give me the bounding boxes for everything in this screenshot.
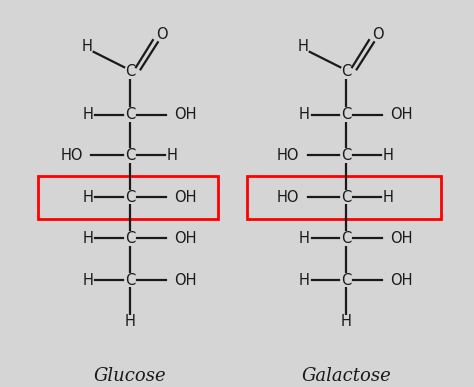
Text: H: H: [83, 107, 94, 122]
Text: C: C: [341, 148, 351, 163]
Text: HO: HO: [277, 148, 299, 163]
Text: H: H: [299, 107, 310, 122]
Text: O: O: [156, 27, 168, 42]
Text: Galactose: Galactose: [301, 367, 391, 385]
Text: H: H: [166, 148, 177, 163]
Text: H: H: [83, 190, 94, 205]
Bar: [247, 176, 441, 219]
Text: C: C: [341, 107, 351, 122]
Text: H: H: [83, 272, 94, 288]
Text: C: C: [125, 148, 135, 163]
Text: C: C: [341, 272, 351, 288]
Text: C: C: [125, 190, 135, 205]
Text: C: C: [125, 231, 135, 246]
Text: H: H: [383, 148, 393, 163]
Text: C: C: [341, 231, 351, 246]
Text: C: C: [341, 64, 351, 79]
Text: HO: HO: [277, 190, 299, 205]
Text: O: O: [373, 27, 384, 42]
Text: H: H: [82, 39, 92, 54]
Text: OH: OH: [174, 231, 197, 246]
Text: OH: OH: [391, 231, 413, 246]
Text: Glucose: Glucose: [94, 367, 166, 385]
Bar: [38, 176, 218, 219]
Text: C: C: [125, 272, 135, 288]
Text: C: C: [125, 107, 135, 122]
Text: H: H: [298, 39, 309, 54]
Text: H: H: [341, 314, 352, 329]
Text: HO: HO: [61, 148, 83, 163]
Text: OH: OH: [174, 272, 197, 288]
Text: H: H: [125, 314, 136, 329]
Text: C: C: [341, 190, 351, 205]
Text: OH: OH: [391, 107, 413, 122]
Text: H: H: [383, 190, 393, 205]
Text: H: H: [299, 231, 310, 246]
Text: H: H: [299, 272, 310, 288]
Text: H: H: [83, 231, 94, 246]
Text: OH: OH: [174, 190, 197, 205]
Text: OH: OH: [391, 272, 413, 288]
Text: OH: OH: [174, 107, 197, 122]
Text: C: C: [125, 64, 135, 79]
